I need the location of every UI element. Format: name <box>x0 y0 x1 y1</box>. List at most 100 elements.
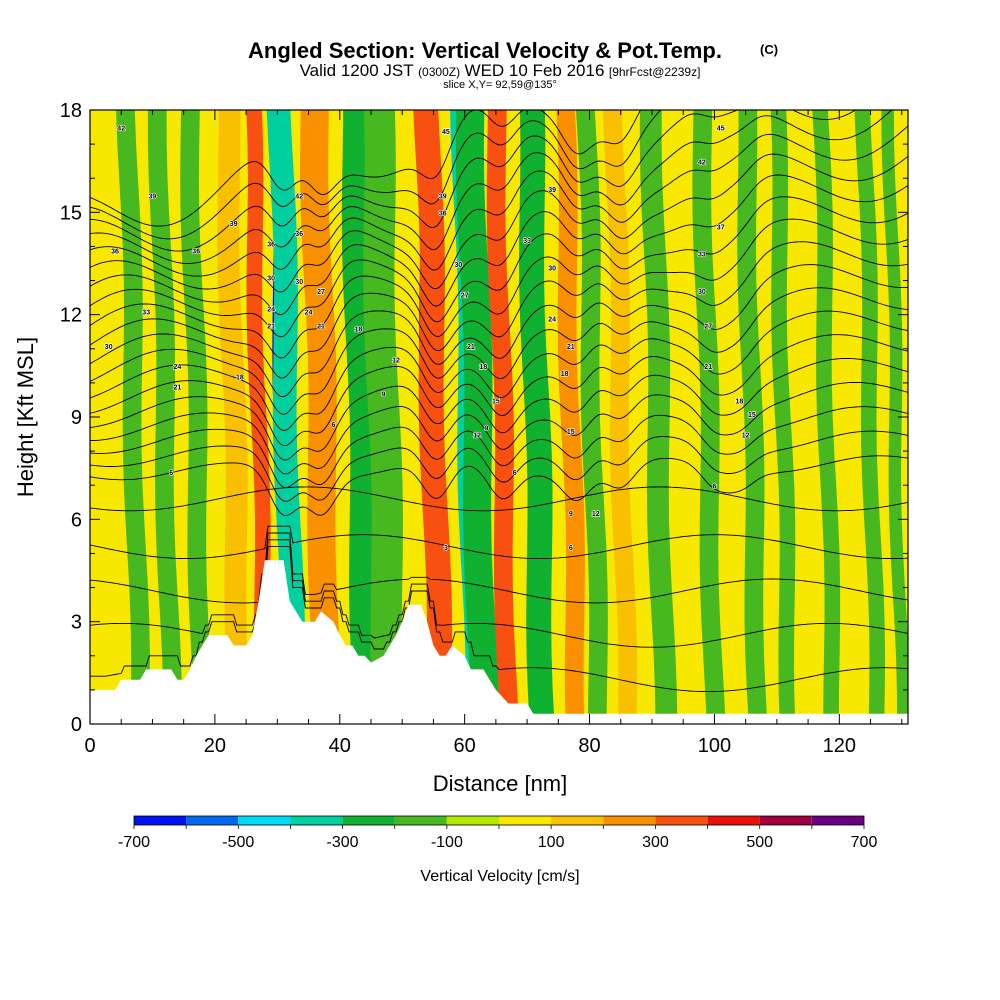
contour-label: 36 <box>111 248 119 255</box>
velocity-band <box>300 110 344 724</box>
velocity-band <box>486 110 520 724</box>
contour-label: 6 <box>513 470 517 477</box>
theta-contour <box>90 532 908 604</box>
contour-label: 21 <box>567 344 575 351</box>
theta-contour <box>90 546 908 693</box>
chart-title-unit: (C) <box>760 42 778 57</box>
valid-time-line: Valid 1200 JST (0300Z) WED 10 Feb 2016 [… <box>300 61 701 80</box>
contour-label: 39 <box>230 221 238 228</box>
velocity-band <box>639 110 678 724</box>
y-tick-label: 12 <box>60 305 82 327</box>
theta-contour <box>90 381 908 475</box>
terrain <box>90 560 908 724</box>
colorbar-tick-label: 100 <box>538 834 565 851</box>
x-tick-label: 100 <box>698 735 731 757</box>
y-tick-label: 15 <box>60 202 82 224</box>
contour-label: 12 <box>592 511 600 518</box>
velocity-band <box>556 110 585 724</box>
potential-temperature-contours <box>90 110 908 693</box>
contour-label: 30 <box>295 279 303 286</box>
contour-label: 12 <box>742 433 750 440</box>
contour-label: 30 <box>455 262 463 269</box>
velocity-band <box>266 110 306 724</box>
x-tick-label: 80 <box>578 735 600 757</box>
contour-label: 15 <box>567 429 575 436</box>
contour-label: 36 <box>192 248 200 255</box>
x-tick-label: 0 <box>84 735 95 757</box>
contour-label: 15 <box>748 412 756 419</box>
contour-label: 24 <box>174 364 182 371</box>
velocity-band <box>603 110 638 724</box>
colorbar-tick-label: 500 <box>746 834 773 851</box>
colorbar-swatch <box>551 816 604 825</box>
x-tick-label: 120 <box>823 735 856 757</box>
contour-label: 24 <box>305 310 313 317</box>
contour-label: 21 <box>267 323 275 330</box>
contour-label: 21 <box>704 364 712 371</box>
theta-contour <box>90 430 908 502</box>
plot-area: 4239363330242136391863630242142363024212… <box>90 110 908 724</box>
contour-label: 21 <box>174 385 182 392</box>
contour-label: 42 <box>117 126 125 133</box>
x-tick-label: 20 <box>204 735 226 757</box>
colorbar-tick-label: -300 <box>327 834 359 851</box>
theta-contour <box>90 310 908 432</box>
colorbar-swatch <box>186 816 239 825</box>
colorbar-swatch <box>394 816 447 825</box>
contour-label: 30 <box>267 276 275 283</box>
contour-label: 9 <box>382 392 386 399</box>
contour-label: 36 <box>295 231 303 238</box>
contour-label: 42 <box>295 194 303 201</box>
theta-contour <box>90 486 908 512</box>
velocity-band <box>363 110 405 724</box>
contour-label: 39 <box>439 194 447 201</box>
colorbar-swatch <box>342 816 395 825</box>
contour-label: 33 <box>698 252 706 259</box>
velocity-band <box>116 110 150 724</box>
contour-label: 30 <box>548 265 556 272</box>
theta-contour <box>90 125 908 277</box>
colorbar-swatch <box>134 816 187 825</box>
colorbar-swatch <box>759 816 812 825</box>
velocity-band <box>812 110 841 724</box>
contour-label: 39 <box>149 194 157 201</box>
theta-contour <box>90 357 908 461</box>
contour-label: 33 <box>523 238 531 245</box>
theta-contour <box>90 539 908 648</box>
velocity-band <box>881 110 908 724</box>
contour-label: 12 <box>392 357 400 364</box>
y-tick-label: 3 <box>71 612 82 634</box>
valid-date: WED 10 Feb 2016 <box>465 61 605 80</box>
contour-label: 18 <box>236 375 244 382</box>
colorbar-swatch <box>499 816 552 825</box>
contour-label: 39 <box>548 187 556 194</box>
velocity-band <box>519 110 555 724</box>
theta-contour <box>90 525 908 560</box>
contour-label: 21 <box>467 344 475 351</box>
theta-contour <box>90 196 908 338</box>
x-tick-label: 40 <box>329 735 351 757</box>
colorbar-label: Vertical Velocity [cm/s] <box>420 868 579 885</box>
contour-label: 12 <box>473 433 481 440</box>
colorbar-swatch <box>707 816 760 825</box>
theta-contour <box>90 110 642 227</box>
colorbar-tick-label: 300 <box>642 834 669 851</box>
colorbar: -700 -500 -300 -100 100 300 500 700 <box>118 815 877 851</box>
colorbar-tick-label: -100 <box>431 834 463 851</box>
y-axis-label: Height [Kft MSL] <box>13 337 38 497</box>
colorbar-swatch <box>238 816 291 825</box>
velocity-band <box>576 110 608 724</box>
contour-labels: 4239363330242136391863630242142363024212… <box>104 125 756 553</box>
contour-label: 18 <box>561 371 569 378</box>
contour-label: 27 <box>704 323 712 330</box>
contour-label: 30 <box>698 289 706 296</box>
valid-prefix: Valid 1200 JST <box>300 61 414 80</box>
contour-label: 36 <box>439 211 447 218</box>
slice-info: slice X,Y= 92,59@135° <box>443 79 557 91</box>
contour-label: 18 <box>355 327 363 334</box>
velocity-band <box>854 110 886 724</box>
contour-label: 33 <box>142 310 150 317</box>
colorbar-swatch <box>811 816 864 825</box>
colorbar-swatch <box>446 816 499 825</box>
